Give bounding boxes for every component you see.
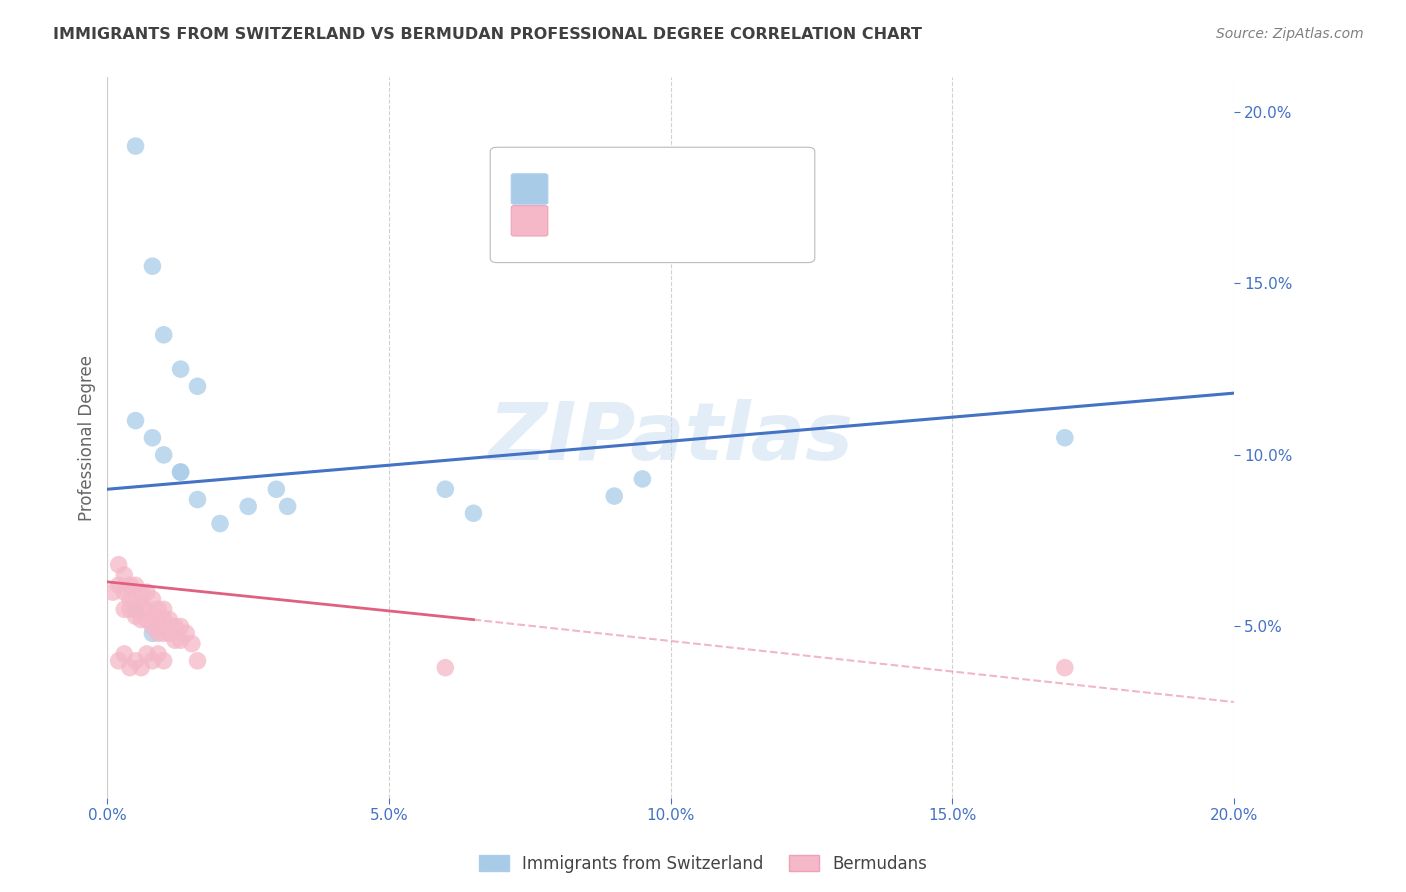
Point (157, 626, 180, 640)
Point (107, 654, 129, 668)
Point (186, 379, 208, 393)
Point (152, 327, 174, 342)
Point (152, 602, 174, 616)
Point (118, 592, 141, 607)
Point (152, 626, 174, 640)
Point (141, 654, 163, 668)
Point (238, 500, 260, 514)
Point (124, 654, 146, 668)
Point (124, 578, 146, 592)
Point (124, 602, 146, 616)
Point (112, 568, 135, 582)
Point (174, 626, 197, 640)
Point (146, 626, 169, 640)
Point (266, 482, 288, 496)
Legend: Immigrants from Switzerland, Bermudans: Immigrants from Switzerland, Bermudans (472, 848, 934, 880)
Point (186, 492, 208, 507)
Point (135, 602, 157, 616)
Point (141, 626, 163, 640)
Point (1053, 661, 1076, 675)
Point (112, 585, 135, 599)
Point (163, 633, 186, 648)
Text: IMMIGRANTS FROM SWITZERLAND VS BERMUDAN PROFESSIONAL DEGREE CORRELATION CHART: IMMIGRANTS FROM SWITZERLAND VS BERMUDAN … (53, 27, 922, 42)
Point (141, 431, 163, 445)
Point (118, 578, 141, 592)
Point (124, 609, 146, 624)
Y-axis label: Professional Degree: Professional Degree (79, 355, 96, 521)
Point (112, 602, 135, 616)
Point (124, 139, 146, 153)
Text: Source: ZipAtlas.com: Source: ZipAtlas.com (1216, 27, 1364, 41)
Text: ZIPatlas: ZIPatlas (488, 399, 853, 476)
Point (124, 414, 146, 428)
Point (152, 448, 174, 462)
Point (434, 661, 457, 675)
Point (135, 585, 157, 599)
Point (169, 465, 191, 479)
Point (169, 633, 191, 648)
Point (186, 654, 208, 668)
Point (135, 647, 157, 661)
Point (129, 661, 152, 675)
Point (434, 482, 457, 496)
Point (141, 619, 163, 633)
Point (603, 489, 626, 503)
Point (277, 500, 299, 514)
Point (1053, 431, 1076, 445)
Point (463, 506, 485, 520)
Point (107, 578, 129, 592)
Point (146, 613, 169, 627)
Point (169, 619, 191, 633)
Text: R =  0.144    N = 22: R = 0.144 N = 22 (557, 180, 724, 198)
Point (129, 599, 152, 613)
Point (157, 613, 180, 627)
Point (146, 647, 169, 661)
Point (129, 613, 152, 627)
Point (118, 661, 141, 675)
Point (141, 609, 163, 624)
Point (101, 585, 124, 599)
Point (141, 259, 163, 273)
Point (631, 472, 654, 486)
Point (152, 613, 174, 627)
Point (129, 585, 152, 599)
Point (152, 654, 174, 668)
Point (208, 516, 231, 531)
Point (124, 595, 146, 609)
Point (169, 362, 191, 376)
Point (141, 592, 163, 607)
Point (146, 602, 169, 616)
Point (135, 613, 157, 627)
Point (112, 647, 135, 661)
Point (180, 637, 202, 651)
Point (163, 619, 186, 633)
Text: R = -0.124    N = 47: R = -0.124 N = 47 (557, 211, 724, 230)
Point (169, 465, 191, 479)
Point (107, 558, 129, 572)
Point (118, 602, 141, 616)
